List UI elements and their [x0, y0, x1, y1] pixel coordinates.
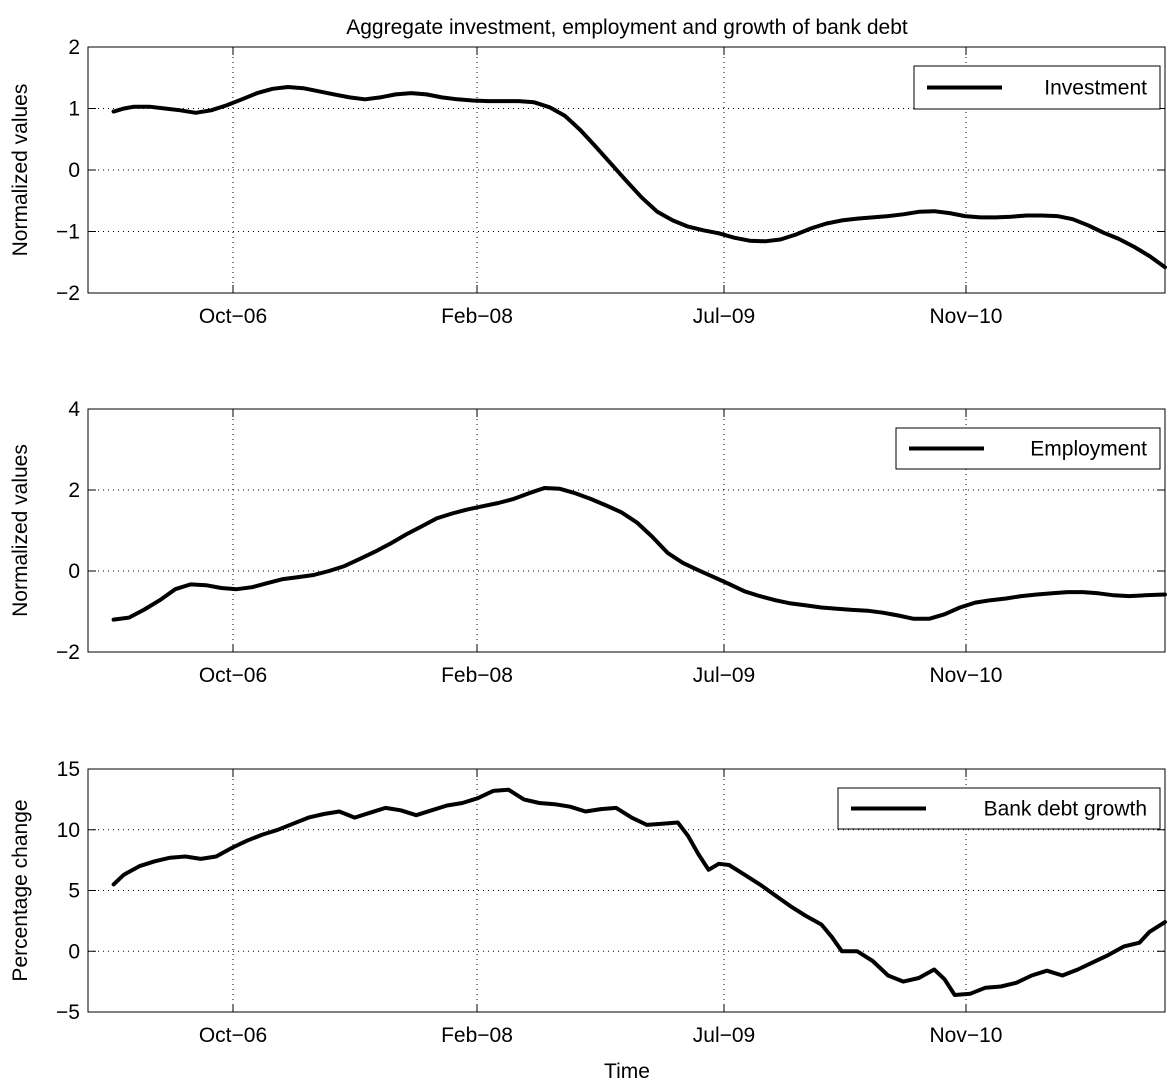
y-axis-label: Percentage change [9, 799, 32, 981]
y-tick-label: 5 [68, 880, 80, 903]
x-tick-label: Nov−10 [930, 305, 1003, 328]
x-tick-label: Oct−06 [199, 1024, 267, 1047]
y-tick-label: 10 [57, 819, 80, 842]
x-tick-label: Feb−08 [441, 664, 513, 687]
legend: Employment [895, 427, 1161, 470]
panel-3: −5 0 5 10 15 Oct−06 Feb−08 Jul−09 Nov−10 Percenta… [9, 758, 1167, 1047]
y-tick-label: −2 [56, 641, 80, 664]
y-tick-label: 1 [68, 98, 80, 121]
series-line-1 [111, 85, 1167, 270]
legend: Bank debt growth [837, 787, 1161, 830]
legend-label: Employment [1030, 438, 1147, 461]
panel-1: −2 −1 0 1 2 Oct−06 Feb−08 Jul−09 Nov−10 Normalize… [9, 36, 1167, 328]
y-tick-label: −1 [56, 221, 80, 244]
y-axis-label: Normalized values [9, 84, 32, 257]
x-tick-label: Jul−09 [693, 664, 755, 687]
y-tick-label: 4 [68, 398, 80, 421]
x-tick-label: Oct−06 [199, 664, 267, 687]
y-tick-label: 0 [68, 560, 80, 583]
x-tick-label: Feb−08 [441, 1024, 513, 1047]
x-tick-label: Feb−08 [441, 305, 513, 328]
plot-frame [87, 408, 1166, 653]
x-axis-label: Time [604, 1060, 650, 1083]
x-tick-label: Nov−10 [930, 1024, 1003, 1047]
legend-label: Bank debt growth [984, 798, 1147, 821]
chart-title: Aggregate investment, employment and gro… [346, 16, 908, 39]
series-line-3 [111, 787, 1167, 997]
chart-panels: −2 −1 0 1 2 Oct−06 Feb−08 Jul−09 Nov−10 Normalize… [9, 36, 1167, 1047]
y-tick-label: 15 [57, 758, 80, 781]
y-tick-label: 2 [68, 36, 80, 59]
y-tick-label: −2 [56, 282, 80, 305]
legend: Investment [913, 65, 1161, 110]
x-tick-label: Nov−10 [930, 664, 1003, 687]
panel-2: −2 0 2 4 Oct−06 Feb−08 Jul−09 Nov−10 Normalized … [9, 398, 1167, 687]
series-line-2 [111, 486, 1167, 622]
y-tick-label: 2 [68, 479, 80, 502]
y-tick-label: 0 [68, 159, 80, 182]
x-tick-label: Jul−09 [693, 305, 755, 328]
y-tick-label: −5 [56, 1001, 80, 1024]
y-axis-label: Normalized values [9, 444, 32, 617]
legend-label: Investment [1044, 77, 1147, 100]
x-tick-label: Oct−06 [199, 305, 267, 328]
y-tick-label: 0 [68, 940, 80, 963]
x-tick-label: Jul−09 [693, 1024, 755, 1047]
